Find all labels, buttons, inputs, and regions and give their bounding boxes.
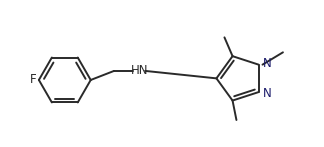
Text: N: N — [263, 57, 272, 70]
Text: N: N — [263, 87, 272, 100]
Text: F: F — [30, 74, 37, 86]
Text: HN: HN — [131, 64, 148, 77]
